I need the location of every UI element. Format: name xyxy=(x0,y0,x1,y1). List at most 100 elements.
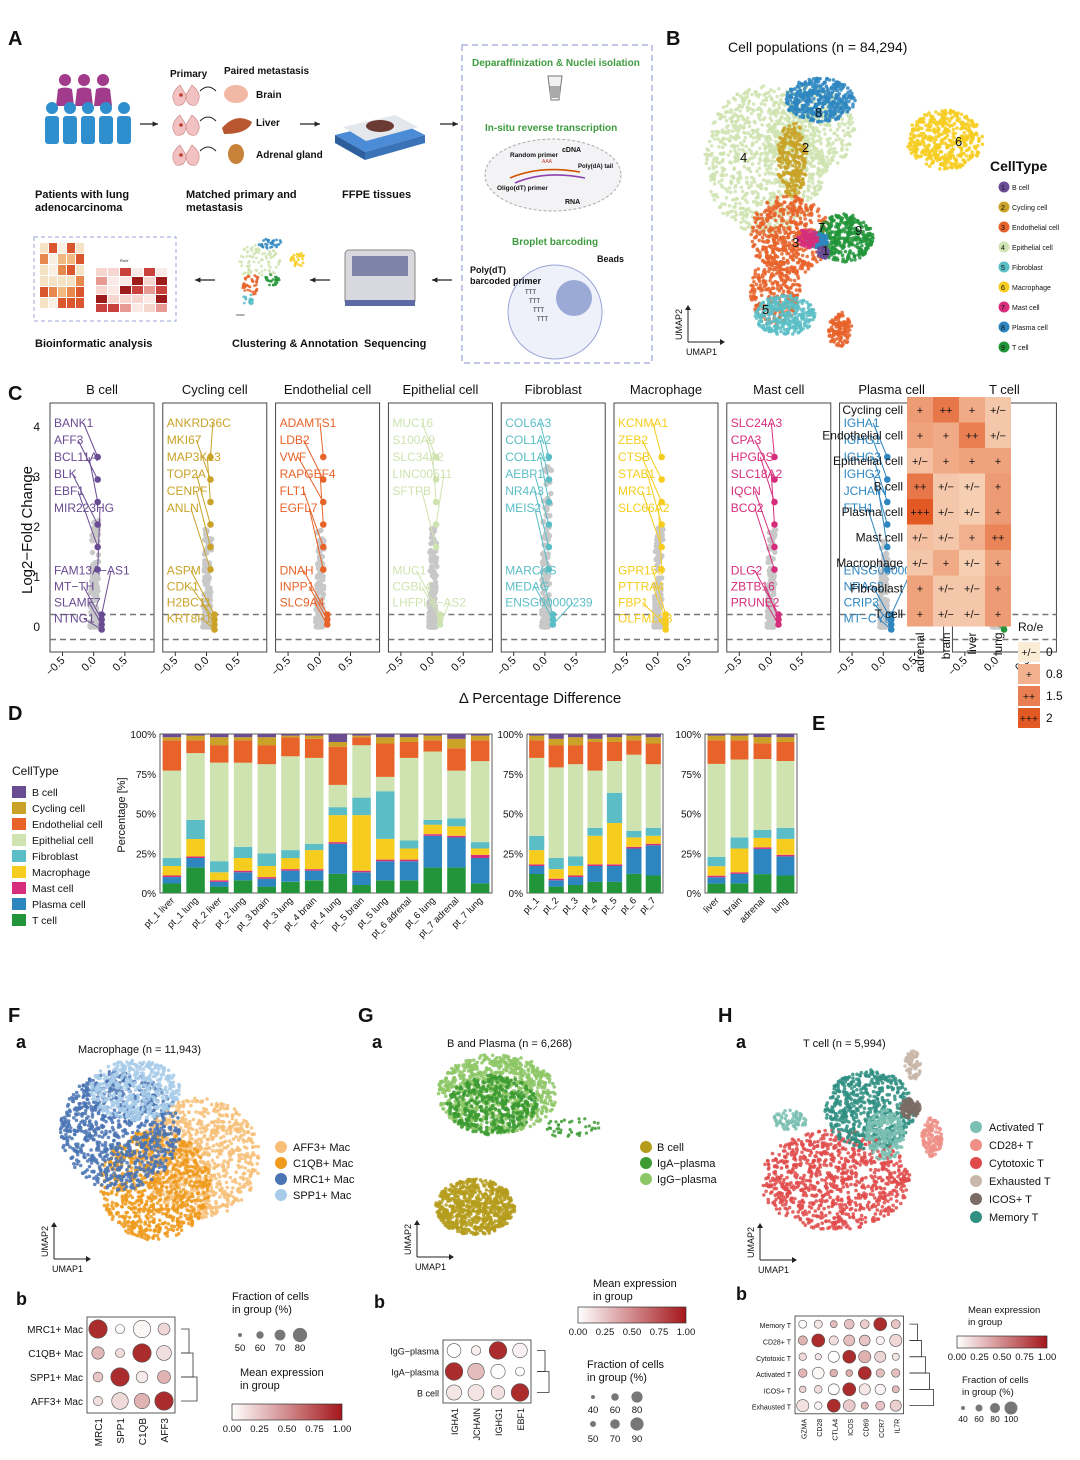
step-patients: adenocarcinoma xyxy=(35,202,123,214)
umap-point xyxy=(301,257,304,261)
gene-label: SLAMF7 xyxy=(54,596,101,610)
umap-point xyxy=(819,157,823,161)
umap-point xyxy=(944,127,948,132)
umap-point xyxy=(807,98,811,103)
umap-point xyxy=(726,131,730,135)
umap-point xyxy=(293,260,297,264)
umap-point xyxy=(843,105,848,109)
umap-point xyxy=(763,246,768,250)
umap-point xyxy=(270,242,274,245)
umap-point xyxy=(766,260,771,265)
gene-point xyxy=(314,574,320,581)
mini-heat-cell xyxy=(67,254,75,264)
umap-point xyxy=(251,290,255,294)
umap-point xyxy=(253,284,256,288)
umap-point xyxy=(806,261,811,265)
umap-point xyxy=(252,260,256,264)
mini-heat-cell xyxy=(40,243,48,253)
organs-icon xyxy=(172,84,252,166)
mini-heat-cell xyxy=(58,265,66,275)
umap-point xyxy=(765,167,769,172)
mini-heat-cell xyxy=(144,268,155,276)
umap-point xyxy=(754,217,759,222)
umap-point xyxy=(727,186,732,190)
umap-point xyxy=(738,176,743,180)
legend-number: 2 xyxy=(1001,205,1005,212)
umap-point xyxy=(849,324,854,328)
umap-point xyxy=(799,168,804,173)
umap-point xyxy=(774,235,779,240)
umap-point xyxy=(919,154,924,158)
mini-heat-cell xyxy=(49,243,57,253)
tumor-dot xyxy=(179,123,183,127)
umap-point xyxy=(835,329,840,334)
umap-point xyxy=(774,119,779,123)
umap-point xyxy=(252,292,255,296)
umap-point xyxy=(808,124,812,129)
mini-heat-cell xyxy=(108,286,119,294)
umap-point xyxy=(780,252,784,256)
umap-point xyxy=(747,221,751,226)
umap-point xyxy=(819,136,823,141)
umap-point xyxy=(263,268,267,272)
umap-point xyxy=(268,279,272,283)
gene-label: BANK1 xyxy=(54,416,94,430)
umap-point xyxy=(730,120,734,124)
umap-point xyxy=(771,286,776,290)
umap-point xyxy=(813,193,817,197)
umap-point xyxy=(828,114,833,119)
umap-point xyxy=(723,142,727,147)
umap-point xyxy=(832,218,836,222)
umap-point xyxy=(274,277,278,281)
umap-point xyxy=(267,269,271,272)
umap-point xyxy=(792,125,797,130)
arrow-head xyxy=(432,277,438,283)
umap-point xyxy=(749,232,753,237)
umap-point xyxy=(816,250,820,254)
umap-point xyxy=(725,104,729,108)
umap-point xyxy=(936,146,940,150)
umap-point xyxy=(834,117,838,122)
umap-point xyxy=(764,186,768,191)
umap-point xyxy=(942,136,947,141)
umap-point xyxy=(835,215,840,219)
umap-point xyxy=(812,149,817,153)
umap-point xyxy=(763,102,767,107)
x-tick-label: 0.5 xyxy=(111,655,130,674)
umap-point xyxy=(786,331,790,335)
umap-point xyxy=(812,186,817,190)
umap-point xyxy=(906,144,910,149)
umap-point xyxy=(255,269,259,272)
umap-point xyxy=(788,296,793,300)
umap-point xyxy=(783,133,787,137)
umap-point xyxy=(777,163,781,168)
umap-point xyxy=(807,176,812,180)
umap-point xyxy=(852,254,857,258)
lung-icon xyxy=(172,84,200,106)
umap-point xyxy=(969,131,973,135)
mini-heatmap xyxy=(40,243,167,312)
umap-point xyxy=(728,139,732,143)
umap-point xyxy=(841,313,845,318)
umap-point xyxy=(803,320,808,324)
umap-point xyxy=(804,240,808,244)
met-arrow xyxy=(199,146,217,152)
umap-point xyxy=(774,167,779,172)
umap-point xyxy=(867,237,872,242)
umap-point xyxy=(746,116,750,120)
umap-point xyxy=(807,324,812,329)
umap-point xyxy=(793,93,798,97)
umap-point xyxy=(277,262,281,266)
umap-point xyxy=(762,196,766,200)
umap-point xyxy=(816,166,820,171)
umap-point xyxy=(808,235,812,239)
person-head xyxy=(118,102,130,114)
umap-point xyxy=(816,207,821,211)
umap-point xyxy=(841,83,845,87)
umap-point xyxy=(297,258,300,262)
umap-point xyxy=(260,242,264,246)
umap-point xyxy=(921,131,926,136)
umap-point xyxy=(292,253,296,257)
umap-point xyxy=(846,126,850,130)
umap-point xyxy=(808,172,812,176)
